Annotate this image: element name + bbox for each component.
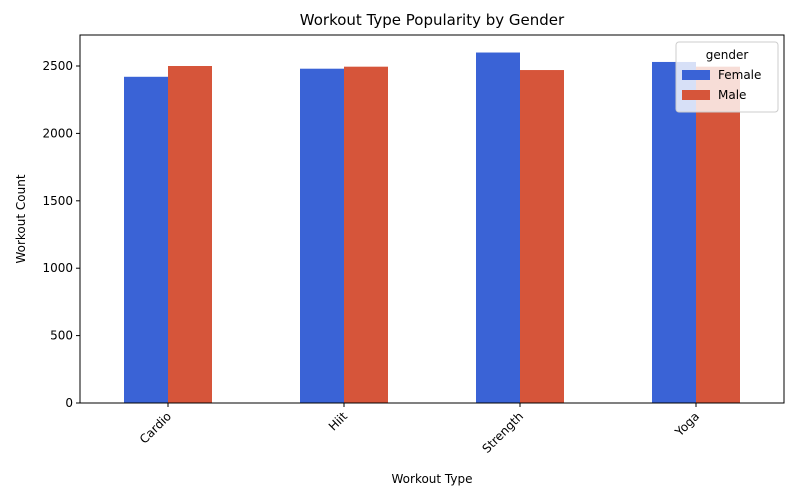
bar-male-strength — [520, 70, 564, 404]
legend-label-male: Male — [718, 88, 746, 102]
y-axis: 0 500 1000 1500 2000 2500 — [42, 59, 80, 410]
x-tick-label: Cardio — [137, 409, 174, 446]
plot-frame — [79, 34, 785, 404]
x-axis-label: Workout Type — [392, 472, 473, 486]
legend-swatch-female — [682, 70, 710, 80]
x-tick-label: Strength — [480, 409, 527, 456]
legend: gender Female Male — [675, 41, 779, 113]
y-axis-label: Workout Count — [14, 174, 28, 263]
x-axis: Cardio Hiit Strength Yoga — [137, 403, 702, 456]
y-tick-label: 1500 — [42, 194, 73, 208]
chart-title: Workout Type Popularity by Gender — [300, 11, 565, 29]
bar-male-yoga — [696, 66, 740, 403]
y-tick-label: 2500 — [42, 59, 73, 73]
legend-swatch-male — [682, 90, 710, 100]
x-tick-label: Yoga — [672, 409, 702, 439]
bars-group — [124, 52, 740, 404]
legend-label-female: Female — [718, 68, 761, 82]
y-tick-label: 500 — [50, 329, 73, 343]
bar-female-yoga — [652, 61, 696, 403]
bar-male-hiit — [344, 66, 388, 403]
x-tick-label: Hiit — [326, 409, 351, 434]
bar-male-cardio — [168, 66, 212, 403]
legend-title: gender — [706, 48, 749, 62]
bar-female-strength — [476, 52, 520, 404]
y-tick-label: 1000 — [42, 261, 73, 275]
y-tick-label: 2000 — [42, 126, 73, 140]
bar-female-cardio — [124, 76, 168, 404]
y-tick-label: 0 — [65, 396, 73, 410]
bar-female-hiit — [300, 68, 344, 403]
